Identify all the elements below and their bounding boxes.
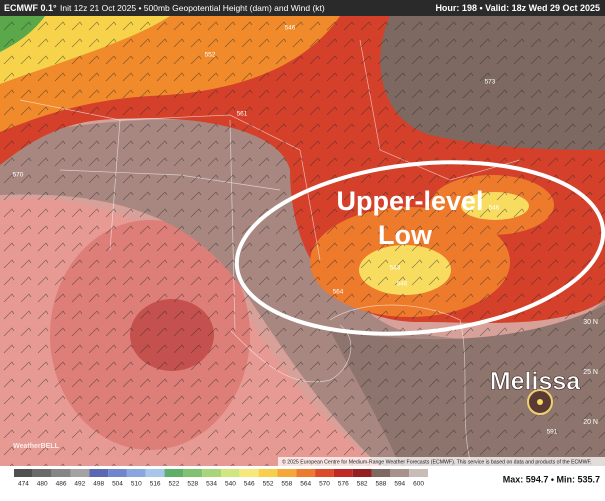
colorbar-label: 486 bbox=[56, 481, 67, 488]
latitude-label: 20 N bbox=[583, 419, 598, 426]
contour-label: 591 bbox=[547, 429, 558, 436]
colorbar-label: 540 bbox=[225, 481, 236, 488]
colorbar-swatch bbox=[409, 469, 428, 477]
colorbar-swatch bbox=[89, 469, 109, 477]
colorbar-swatch bbox=[70, 469, 90, 477]
contour-label: 561 bbox=[237, 111, 248, 118]
colorbar-swatch bbox=[108, 469, 127, 477]
colorbar-label: 564 bbox=[300, 481, 311, 488]
highlight-ellipse bbox=[234, 160, 605, 336]
colorbar-label: 528 bbox=[187, 481, 198, 488]
colorbar-label: 516 bbox=[150, 481, 161, 488]
contour-label: 543 bbox=[390, 265, 401, 272]
contour-label: 546 bbox=[489, 205, 500, 212]
colorbar-swatch bbox=[239, 469, 259, 477]
colorbar-swatch bbox=[202, 469, 221, 477]
model-name: ECMWF 0.1° bbox=[4, 3, 57, 13]
header-bar bbox=[0, 0, 605, 16]
map bbox=[0, 16, 605, 466]
colorbar-label: 588 bbox=[376, 481, 387, 488]
header-left: Init 12z 21 Oct 2025 • 500mb Geopotentia… bbox=[60, 3, 325, 13]
colorbar-label: 534 bbox=[206, 481, 217, 488]
stats: Max: 594.7 • Min: 535.7 bbox=[503, 474, 600, 484]
contour-label: 573 bbox=[485, 79, 496, 86]
colorbar-swatch bbox=[277, 469, 297, 477]
colorbar-label: 546 bbox=[244, 481, 255, 488]
contour-label: 564 bbox=[333, 289, 344, 296]
colorbar-swatch bbox=[164, 469, 184, 477]
annotation: Low bbox=[378, 220, 433, 250]
colorbar-swatch bbox=[371, 469, 391, 477]
colorbar-label: 558 bbox=[281, 481, 292, 488]
colorbar-label: 582 bbox=[357, 481, 368, 488]
colorbar-swatch bbox=[14, 469, 33, 477]
colorbar-swatch bbox=[32, 469, 52, 477]
latitude-label: 25 N bbox=[583, 369, 598, 376]
contour-label: 552 bbox=[205, 52, 216, 59]
colorbar-swatch bbox=[296, 469, 316, 477]
colorbar-label: 510 bbox=[131, 481, 142, 488]
colorbar-label: 600 bbox=[413, 481, 424, 488]
colorbar-label: 576 bbox=[338, 481, 349, 488]
colorbar-label: 474 bbox=[18, 481, 29, 488]
contour-label: 570 bbox=[13, 172, 24, 179]
colorbar-label: 594 bbox=[394, 481, 405, 488]
colorbar-label: 570 bbox=[319, 481, 330, 488]
contour-label: 546 bbox=[397, 281, 408, 288]
wind-barbs bbox=[0, 16, 605, 466]
logo: WeatherBELL bbox=[13, 443, 59, 450]
colorbar-swatch bbox=[51, 469, 71, 477]
colorbar-swatch bbox=[145, 469, 165, 477]
colorbar-swatch bbox=[352, 469, 372, 477]
colorbar-label: 552 bbox=[263, 481, 274, 488]
contour-label: 546 bbox=[285, 25, 296, 32]
colorbar-swatch bbox=[221, 469, 240, 477]
colorbar-swatch bbox=[258, 469, 278, 477]
colorbar-label: 504 bbox=[112, 481, 123, 488]
copyright-bg bbox=[278, 457, 605, 466]
annotation: Upper-level bbox=[336, 186, 483, 216]
annotation: Melissa bbox=[490, 368, 581, 396]
colorbar-swatch bbox=[126, 469, 146, 477]
header-right: Hour: 198 • Valid: 18z Wed 29 Oct 2025 bbox=[435, 3, 600, 13]
copyright: © 2025 European Centre for Medium-Range … bbox=[282, 458, 592, 465]
colorbar-label: 498 bbox=[93, 481, 104, 488]
colorbar-label: 492 bbox=[74, 481, 85, 488]
colorbar-swatch bbox=[333, 469, 353, 477]
colorbar-swatch bbox=[315, 469, 334, 477]
colorbar-label: 522 bbox=[169, 481, 180, 488]
latitude-label: 30 N bbox=[583, 319, 598, 326]
colorbar-swatch bbox=[183, 469, 203, 477]
colorbar-swatch bbox=[390, 469, 410, 477]
colorbar-label: 480 bbox=[37, 481, 48, 488]
storm-eye bbox=[537, 399, 543, 405]
